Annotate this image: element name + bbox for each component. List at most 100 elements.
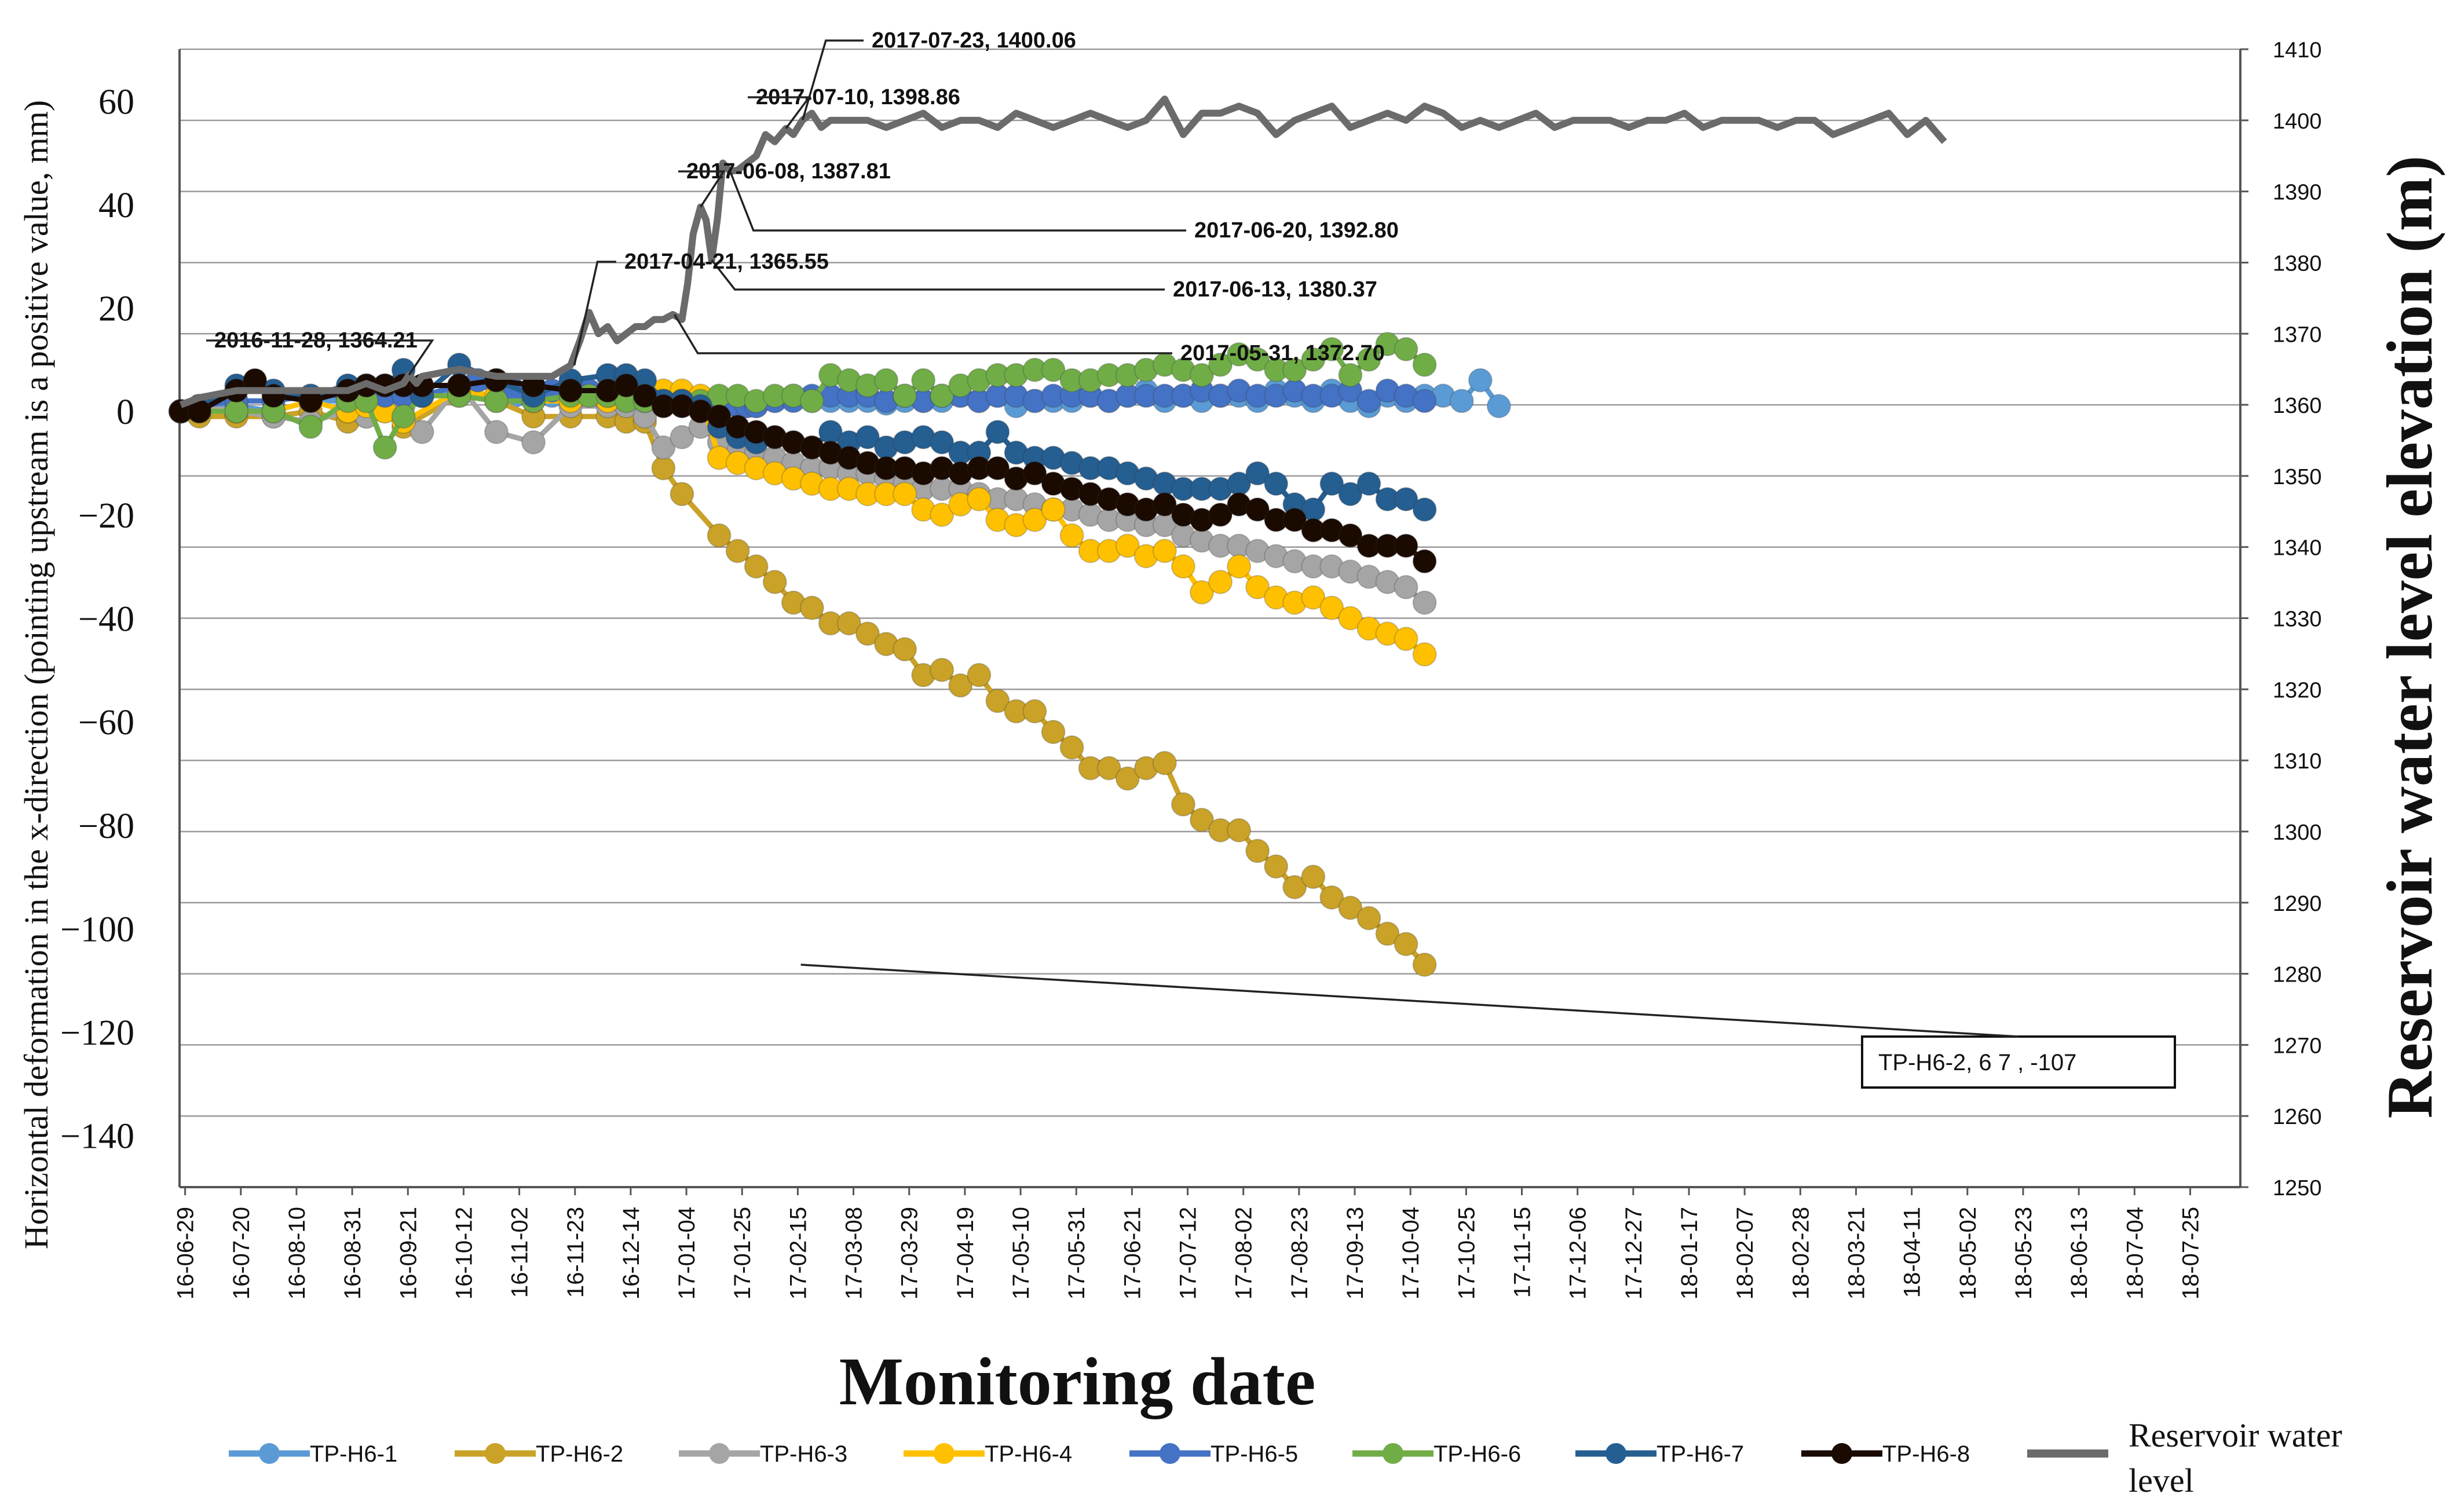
legend-label: TP-H6-7 [1656, 1441, 1744, 1467]
x-tick-label: 17-08-02 [1231, 1207, 1257, 1299]
legend-label: TP-H6-2 [536, 1441, 623, 1467]
legend-item[interactable]: TP-H6-6 [1352, 1441, 1521, 1467]
data-point [651, 435, 676, 460]
legend-item[interactable]: TP-H6-2 [455, 1441, 623, 1467]
data-point [967, 487, 992, 512]
x-tick-label: 16-12-14 [619, 1207, 644, 1299]
x-tick-label: 17-10-04 [1398, 1207, 1424, 1299]
legend-label: level [2129, 1462, 2194, 1499]
data-point [1319, 337, 1344, 362]
x-tick-label: 16-09-21 [396, 1207, 421, 1299]
legend-item[interactable]: TP-H6-4 [904, 1441, 1072, 1467]
data-point [744, 554, 769, 579]
data-point [855, 621, 880, 646]
x-tick-label: 18-04-11 [1900, 1207, 1925, 1298]
data-point [893, 637, 917, 662]
legend-item[interactable]: TP-H6-5 [1129, 1441, 1298, 1467]
data-point [1022, 507, 1047, 532]
legend-item[interactable]: TP-H6-7 [1575, 1441, 1744, 1467]
legend-item[interactable]: TP-H6-3 [679, 1441, 847, 1467]
right-tick-label: 1370 [2273, 323, 2322, 347]
gridlines [180, 48, 2240, 1188]
axis-titles: Horizontal deformation in the x-directio… [17, 100, 2446, 1419]
data-point [1059, 523, 1084, 548]
right-tick-label: 1390 [2273, 181, 2322, 205]
data-point [1227, 818, 1252, 843]
data-point [1096, 756, 1121, 781]
x-tick-label: 18-07-25 [2178, 1207, 2203, 1299]
legend-item[interactable]: TP-H6-1 [229, 1441, 397, 1467]
data-point [930, 657, 955, 682]
annotation-label: 2017-07-23, 1400.06 [872, 28, 1076, 53]
left-tick-label: −140 [60, 1117, 134, 1156]
data-point [1338, 895, 1363, 920]
legend-label: TP-H6-3 [760, 1441, 847, 1467]
series-reservoir-water-level [179, 96, 1947, 408]
x-tick-label: 17-06-21 [1120, 1207, 1145, 1299]
data-point [985, 689, 1010, 713]
right-tick-label: 1250 [2273, 1176, 2322, 1200]
x-tick-label: 17-12-27 [1621, 1207, 1647, 1299]
x-tick-label: 17-03-29 [897, 1207, 923, 1299]
data-point [1245, 497, 1270, 522]
data-point [1412, 497, 1437, 522]
legend-item[interactable]: TP-H6-8 [1801, 1441, 1970, 1467]
series-group [169, 96, 1947, 977]
data-point [1394, 533, 1418, 558]
x-tick-label: 16-10-12 [451, 1207, 477, 1299]
callout-label: TP-H6-2, 6 7 , -107 [1878, 1050, 2076, 1075]
data-point [1412, 352, 1437, 377]
x-tick-label: 18-07-04 [2122, 1207, 2148, 1299]
left-axis-ticks: 60 40 20 0 −20 −40 −60 −80 −100 −120 −140 [60, 82, 134, 1156]
data-point [893, 383, 917, 408]
data-point [1115, 533, 1140, 558]
x-tick-label: 17-12-06 [1566, 1207, 1591, 1299]
x-axis-title: Monitoring date [839, 1343, 1316, 1419]
legend: TP-H6-1 TP-H6-2 TP-H6-3 TP-H6-4 TP-H6-5 TP-H6… [229, 1416, 2342, 1499]
x-tick-label: 17-04-19 [953, 1207, 978, 1299]
data-point [1338, 523, 1363, 548]
annotation-label: 2017-06-20, 1392.80 [1194, 218, 1399, 243]
annotation-leader [678, 170, 726, 208]
data-point [1245, 347, 1270, 372]
data-point [1282, 357, 1307, 382]
data-point [1041, 720, 1066, 744]
data-point [1208, 569, 1233, 594]
legend-swatch-marker [1606, 1443, 1626, 1464]
data-point [1375, 921, 1400, 946]
data-point [1449, 389, 1474, 413]
x-tick-label: 18-02-28 [1788, 1207, 1813, 1299]
data-point [1319, 471, 1344, 496]
right-tick-label: 1360 [2273, 394, 2322, 418]
data-point [1394, 627, 1418, 651]
legend-label: Reservoir water [2129, 1416, 2342, 1454]
left-axis-title: Horizontal deformation in the x-directio… [17, 100, 55, 1249]
right-tick-label: 1270 [2273, 1034, 2322, 1058]
data-point [1394, 487, 1418, 512]
left-tick-label: −80 [78, 807, 134, 846]
x-axis-ticks: 16-06-29 16-07-20 16-08-10 16-08-31 16-09-21… [173, 1187, 2203, 1299]
data-point [930, 502, 955, 527]
x-tick-label: 16-07-20 [229, 1207, 254, 1299]
data-point [1412, 642, 1437, 667]
legend-swatch-marker [485, 1443, 506, 1464]
x-tick-label: 17-08-23 [1287, 1207, 1312, 1299]
data-point [1394, 337, 1418, 362]
x-tick-label: 17-01-04 [674, 1207, 700, 1299]
annotation-label: 2017-06-13, 1380.37 [1173, 277, 1377, 302]
right-tick-label: 1260 [2273, 1105, 2322, 1129]
x-tick-label: 16-11-23 [563, 1207, 588, 1298]
annotation-leader [729, 171, 1186, 232]
data-point [1319, 885, 1344, 910]
data-point [484, 389, 509, 413]
x-tick-label: 18-06-13 [2067, 1207, 2092, 1299]
x-tick-label: 17-09-13 [1343, 1207, 1368, 1299]
right-tick-label: 1290 [2273, 892, 2322, 916]
legend-item[interactable]: Reservoir water level [2027, 1416, 2342, 1499]
right-tick-label: 1320 [2273, 678, 2322, 702]
annotation-label: 2017-04-21, 1365.55 [624, 250, 829, 274]
x-tick-label: 18-02-07 [1732, 1207, 1758, 1299]
data-point [558, 378, 583, 403]
legend-swatch-marker [1160, 1443, 1180, 1464]
